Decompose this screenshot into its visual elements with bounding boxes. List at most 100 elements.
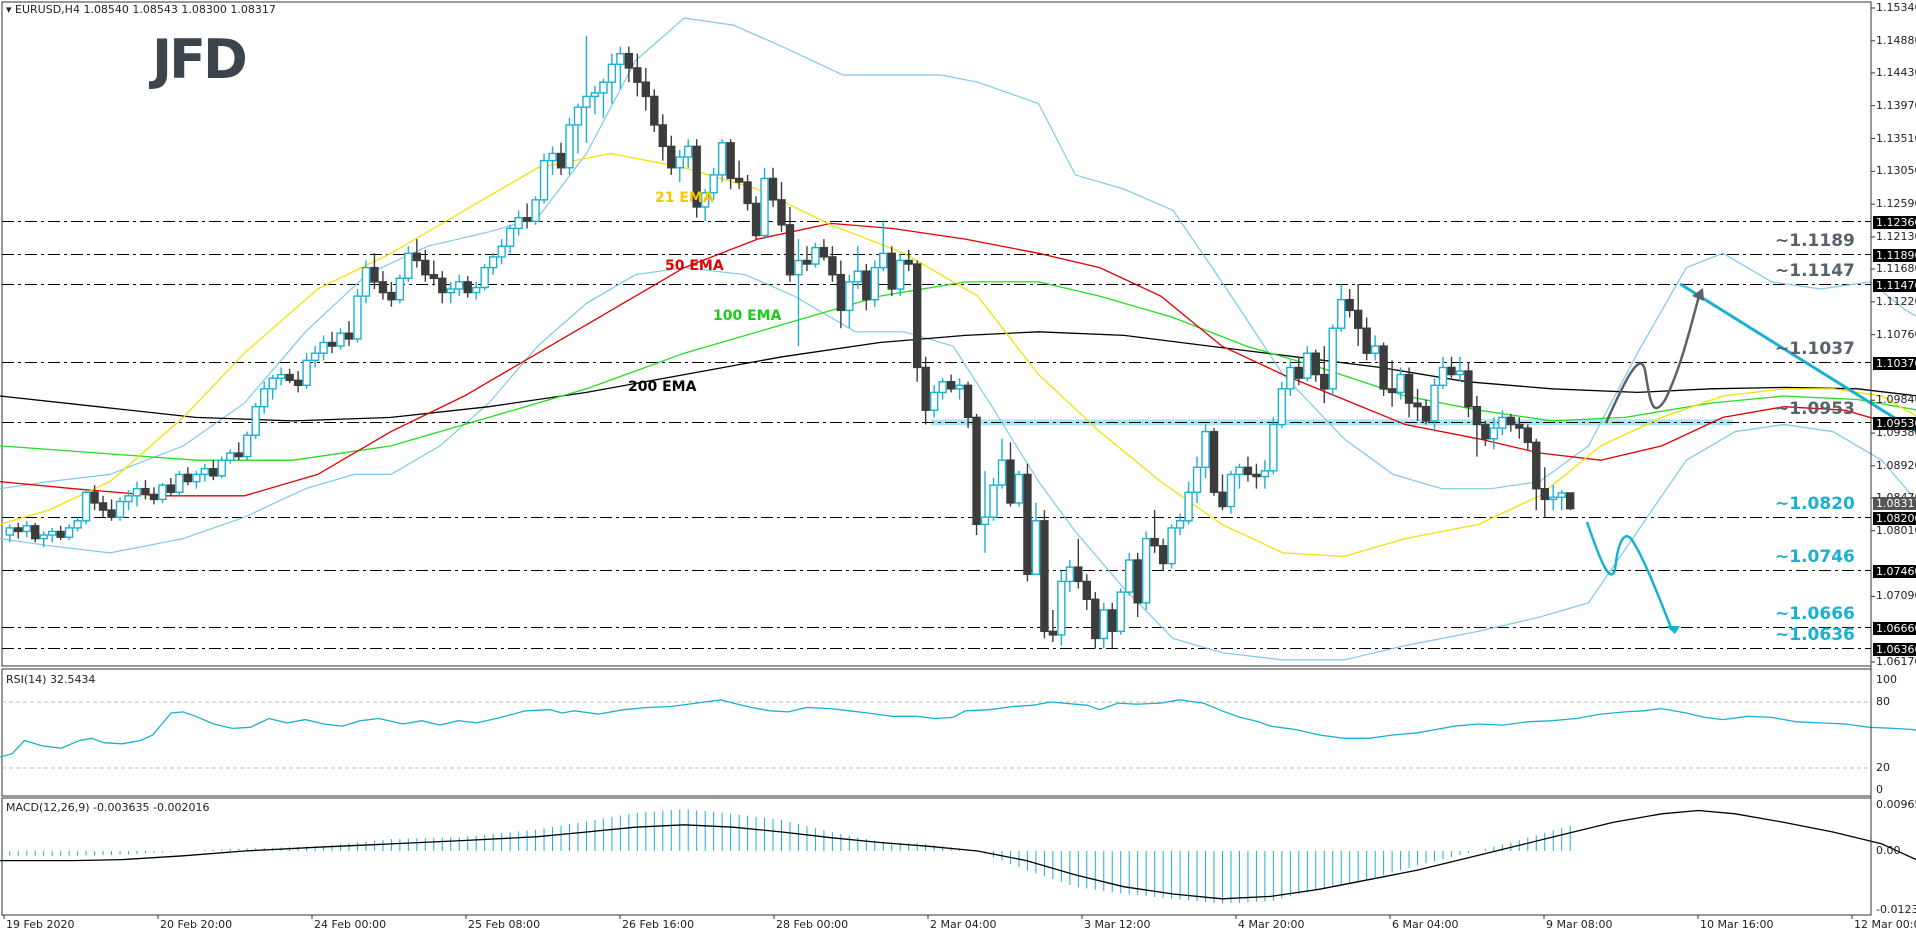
bull-candle <box>302 359 311 386</box>
bear-candle <box>1379 345 1388 390</box>
bull-candle <box>1141 537 1151 604</box>
bull-candle <box>607 63 617 83</box>
bull-candle <box>243 434 252 458</box>
bear-candle <box>1421 405 1431 422</box>
x-axis-label: 19 Feb 2020 <box>6 918 75 931</box>
bull-candle <box>1557 492 1566 498</box>
bull-candle <box>717 142 727 176</box>
bear-candle <box>429 274 439 280</box>
bear-candle <box>1218 491 1227 508</box>
bull-candle <box>1031 520 1041 575</box>
y-axis-label: 1.12130 <box>1876 229 1916 243</box>
bear-candle <box>734 177 744 183</box>
y-axis-label: 1.15340 <box>1876 1 1916 14</box>
bear-candle <box>1472 405 1482 426</box>
jfd-logo: JFD <box>152 28 248 91</box>
y-axis-label: 1.09380 <box>1876 426 1916 440</box>
ema100-line <box>0 281 1916 461</box>
bearish-scenario-arrow <box>1585 521 1674 631</box>
price-level-tag: 1.10370 <box>1873 356 1916 370</box>
bear-candle <box>1362 327 1371 354</box>
bear-candle <box>98 502 108 511</box>
bear-candle <box>912 263 922 369</box>
bear-candle <box>1345 298 1354 312</box>
bear-candle <box>1209 430 1219 493</box>
ema50-line <box>0 222 1916 497</box>
bear-candle <box>1023 473 1032 575</box>
bull-candle <box>39 534 48 540</box>
bull-candle <box>251 405 260 436</box>
bear-candle <box>1133 559 1142 604</box>
x-axis-label: 3 Mar 12:00 <box>1084 918 1151 931</box>
price-level-tag: 1.09530 <box>1873 416 1916 430</box>
bear-candle <box>1413 402 1422 408</box>
bear-candle <box>56 530 65 538</box>
bear-candle <box>234 452 243 458</box>
bear-candle <box>667 145 676 169</box>
bull-candle <box>64 527 74 538</box>
bollinger-upper <box>0 17 1916 490</box>
price-level-tag: 1.06660 <box>1873 621 1916 635</box>
macd-axis-label: -0.012358 <box>1876 903 1916 916</box>
bear-candle <box>1074 566 1083 583</box>
dropdown-triangle-icon[interactable]: ▾ <box>6 3 12 16</box>
macd-panel-frame <box>1 797 1872 916</box>
bullish-scenario-arrow <box>1604 291 1702 424</box>
bear-candle <box>293 379 303 386</box>
price-level-tag: 1.11470 <box>1873 278 1916 292</box>
rsi-axis-label: 100 <box>1876 673 1897 686</box>
ema100-label: 100 EMA <box>713 308 782 324</box>
bull-candle <box>361 266 371 297</box>
bull-candle <box>446 288 455 294</box>
macd-axis-label: 0.00965 <box>1876 798 1916 811</box>
bull-candle <box>488 256 498 269</box>
bull-candle <box>675 156 684 169</box>
price-level-tag: 1.07460 <box>1873 564 1916 578</box>
bull-candle <box>192 473 201 483</box>
level-annotation: ~1.0820 <box>1775 493 1855 514</box>
bull-candle <box>455 281 464 290</box>
level-annotation: ~1.1037 <box>1775 338 1855 359</box>
bear-candle <box>1040 520 1049 633</box>
bear-candle <box>785 224 795 276</box>
bear-candle <box>904 259 913 265</box>
bull-candle <box>531 199 540 222</box>
bull-candle <box>616 52 625 66</box>
bull-candle <box>997 459 1007 486</box>
level-annotation: ~1.1147 <box>1775 260 1855 281</box>
bull-candle <box>989 484 998 518</box>
symbol-ohlc: EURUSD,H4 1.08540 1.08543 1.08300 1.0831… <box>15 3 276 16</box>
bull-candle <box>929 391 939 411</box>
macd-signal-line <box>0 809 1916 900</box>
bull-candle <box>539 159 549 201</box>
bear-candle <box>1252 473 1261 478</box>
x-axis-label: 26 Feb 16:00 <box>622 918 695 931</box>
bear-candle <box>1447 366 1456 376</box>
bear-candle <box>107 509 116 518</box>
bear-candle <box>14 527 23 533</box>
bear-candle <box>624 52 634 69</box>
bear-candle <box>921 366 930 411</box>
bull-candle <box>548 152 557 162</box>
bull-candle <box>1549 496 1558 501</box>
bull-candle <box>1498 416 1507 429</box>
rsi-axis-label: 0 <box>1876 783 1883 796</box>
bull-candle <box>811 246 820 265</box>
bear-candle <box>1006 459 1015 504</box>
bull-candle <box>845 281 854 312</box>
bull-candle <box>1175 520 1185 529</box>
x-axis-label: 6 Mar 04:00 <box>1392 918 1459 931</box>
bull-candle <box>1125 559 1134 593</box>
bull-candle <box>760 177 769 237</box>
bull-candle <box>115 500 125 518</box>
bull-candle <box>1286 366 1295 390</box>
bull-candle <box>472 286 481 294</box>
bull-candle <box>480 266 489 289</box>
bear-candle <box>1158 545 1168 565</box>
price-level-tag: 1.08200 <box>1873 511 1916 525</box>
bear-candle <box>862 270 871 301</box>
rsi-panel-frame <box>1 668 1872 797</box>
bull-candle <box>22 525 31 533</box>
bull-candle <box>853 270 863 283</box>
